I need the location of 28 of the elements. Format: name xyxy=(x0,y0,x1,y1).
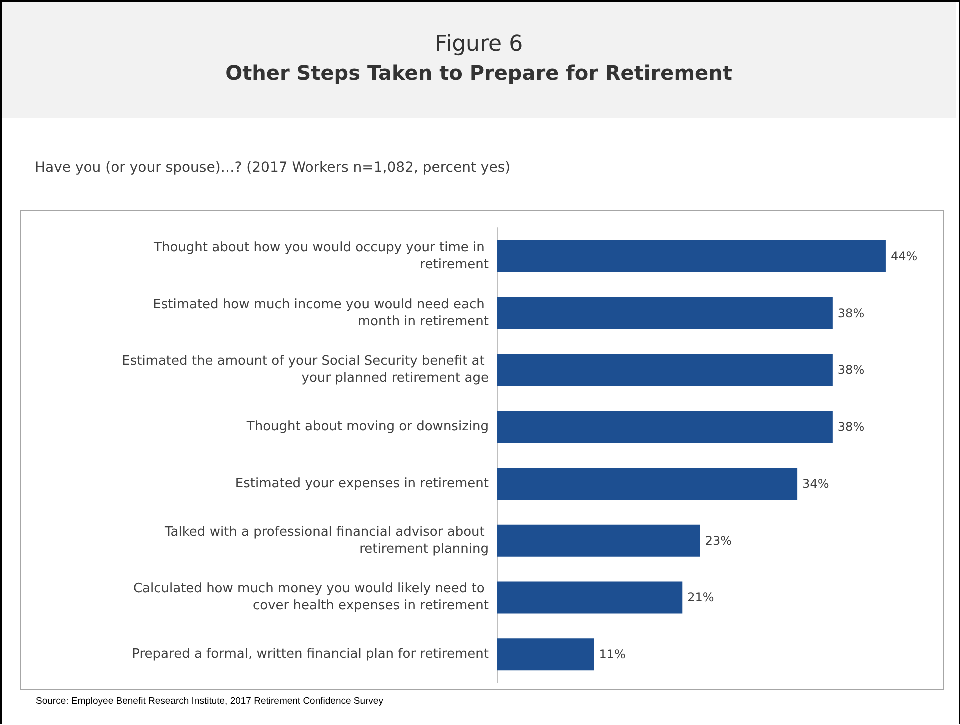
y-tick-label: Calculated how much money you would likely need to cover health expenses in retirement xyxy=(133,582,489,614)
data-label: 38% xyxy=(838,420,865,434)
text: Have you (or your spouse)…? (2017 Workers n=1,082, percent yes) xyxy=(35,160,511,176)
data-label: 23% xyxy=(705,534,732,548)
data-label: 21% xyxy=(688,590,714,605)
data-label: 34% xyxy=(802,476,830,491)
y-tick-label: Estimated the amount of your Social Security benefit at your planned retirement age xyxy=(122,354,489,386)
y-tick-label: Prepared a formal, written financial plan for retirement xyxy=(132,647,489,662)
data-label: 38% xyxy=(838,363,865,378)
source-note: Source: Employee Benefit Research Institute, 2017 Retirement Confidence Survey xyxy=(36,696,384,707)
data-label: 11% xyxy=(599,648,626,662)
bar xyxy=(497,582,683,614)
bar xyxy=(497,468,798,500)
y-tick-label: Thought about moving or downsizing xyxy=(246,420,489,435)
bar xyxy=(497,638,594,671)
data-label: 44% xyxy=(890,249,918,264)
bar xyxy=(497,354,833,386)
chart-subtitle: Other Steps Taken to Prepare for Retirement xyxy=(224,61,734,85)
bar xyxy=(497,240,886,272)
chart-title: Figure 6 xyxy=(434,32,524,57)
y-tick-label: Thought about how you would occupy your time in retirement xyxy=(153,240,489,272)
bar xyxy=(497,297,833,330)
y-tick-label: Estimated how much income you would need each month in retirement xyxy=(153,297,489,330)
data-label: 38% xyxy=(838,306,865,320)
bar xyxy=(497,411,833,444)
bar xyxy=(497,524,700,557)
y-tick-label: Talked with a professional financial advisor about retirement planning xyxy=(164,524,489,557)
y-tick-label: Estimated your expenses in retirement xyxy=(235,476,489,492)
